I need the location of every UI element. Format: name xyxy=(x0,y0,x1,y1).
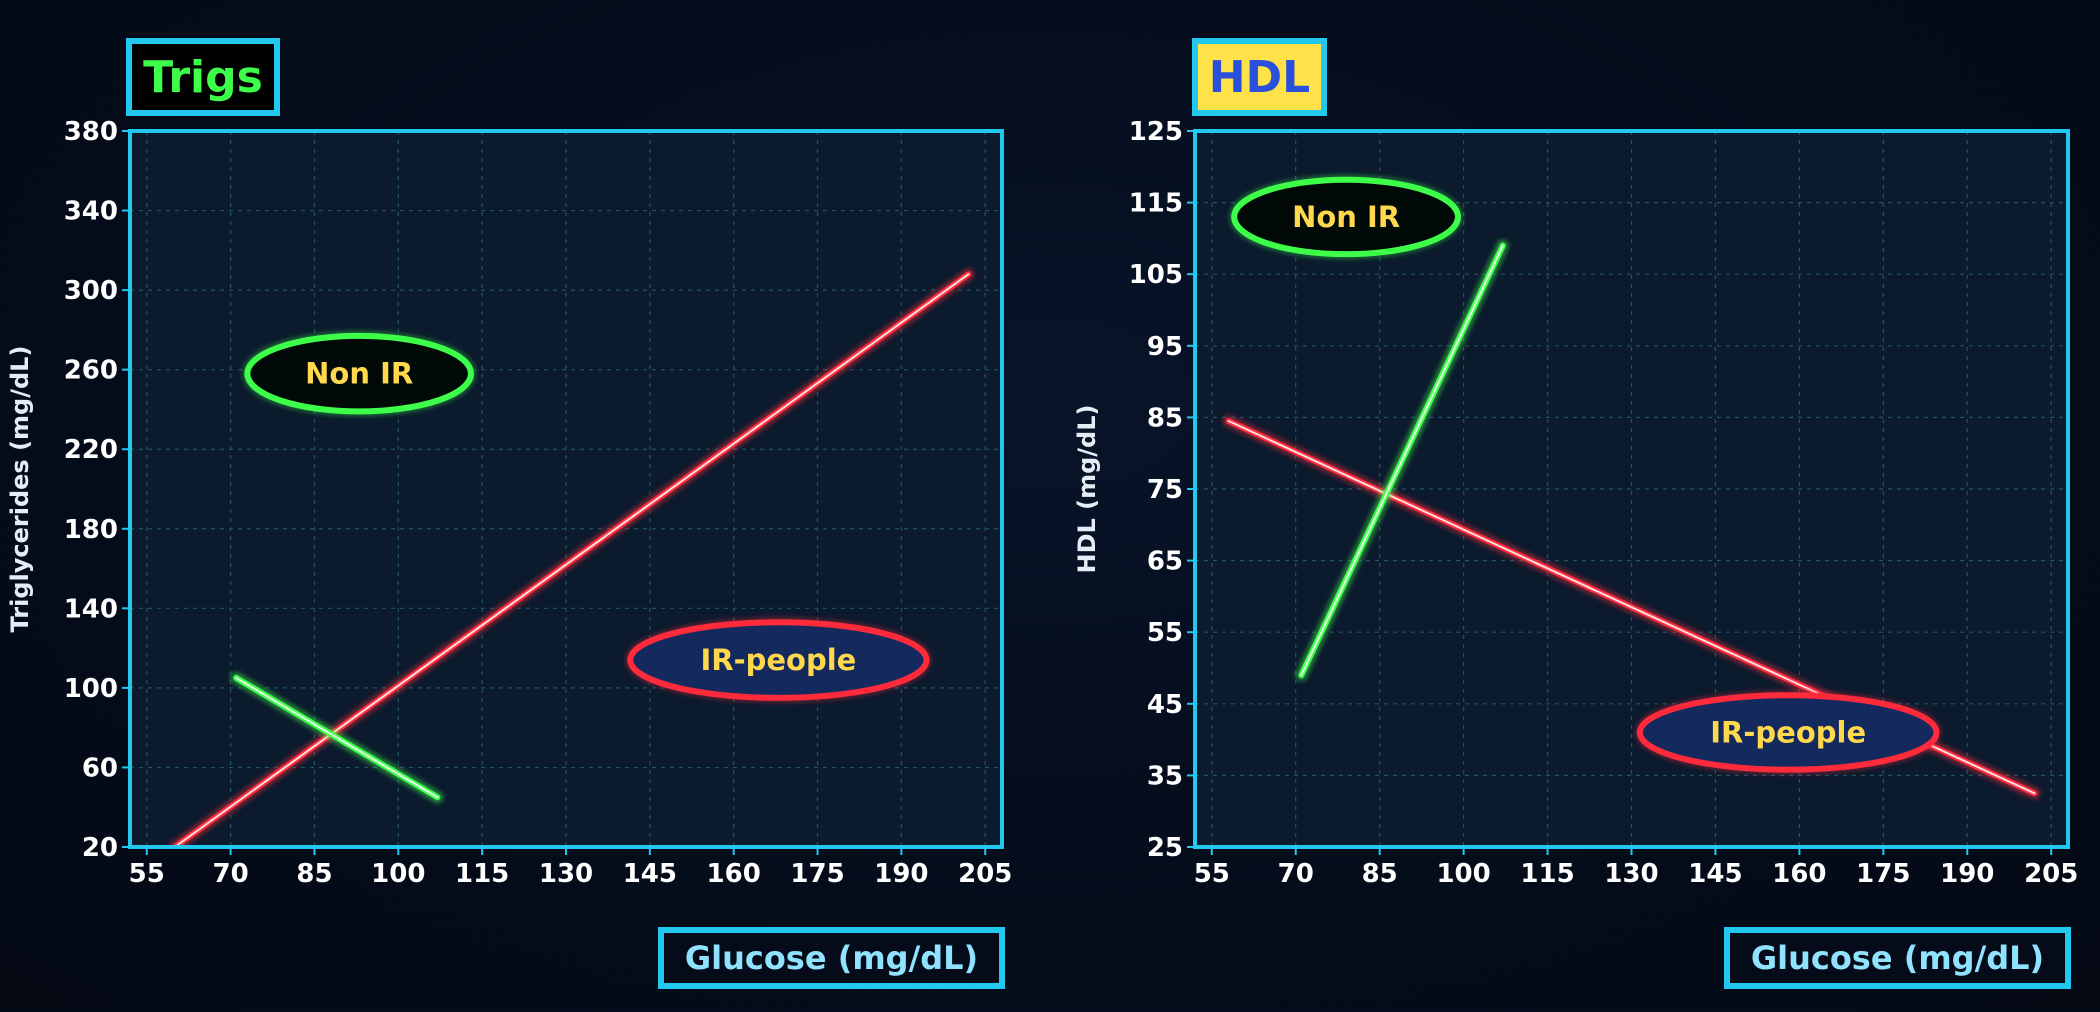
y-axis-label: Triglycerides (mg/dL) xyxy=(6,346,34,633)
x-tick-label: 175 xyxy=(790,859,844,889)
x-tick-label: 55 xyxy=(1194,859,1230,889)
plot-area xyxy=(130,131,1002,847)
label-ellipse xyxy=(244,332,474,415)
series-group xyxy=(168,268,975,847)
x-axis-label: Glucose (mg/dL) xyxy=(1751,939,2044,977)
x-tick-label: 190 xyxy=(1940,859,1994,889)
chart-title: Trigs xyxy=(143,52,263,103)
label-text: Non IR xyxy=(305,357,413,391)
series-core-ir xyxy=(173,273,970,847)
x-tick-label: 160 xyxy=(707,859,761,889)
y-tick-label: 340 xyxy=(64,197,118,227)
y-tick-label: 100 xyxy=(64,674,118,704)
x-axis-label-box xyxy=(658,927,1005,989)
chart-title-box xyxy=(1192,38,1327,116)
x-axis-label-box xyxy=(1724,927,2071,989)
x-tick-label: 205 xyxy=(958,859,1012,889)
label-ellipse xyxy=(1231,176,1462,258)
y-tick-label: 105 xyxy=(1129,260,1183,290)
chart-panel-1: Non IR IR-people 55 70 85 100 115 130 145 160 175 1… xyxy=(6,38,1012,989)
x-tick-label: 70 xyxy=(213,859,249,889)
ir-people-label: IR-people xyxy=(625,617,932,703)
chart-panel-2: Non IR IR-people 55 70 85 100 115 130 145 160 175 1… xyxy=(1073,38,2078,989)
series-core-nonir xyxy=(235,676,439,799)
x-tick-label: 100 xyxy=(371,859,425,889)
y-tick-label: 75 xyxy=(1147,475,1183,505)
y-tick-label: 140 xyxy=(64,594,118,624)
x-tick-label: 85 xyxy=(296,859,332,889)
x-tick-label: 160 xyxy=(1772,859,1826,889)
y-tick-label: 300 xyxy=(64,276,118,306)
chart-title-box xyxy=(126,38,280,116)
x-tick-label: 205 xyxy=(2024,859,2078,889)
y-tick-label: 180 xyxy=(64,515,118,545)
y-tick-label: 65 xyxy=(1147,547,1183,577)
x-tick-label: 145 xyxy=(623,859,677,889)
x-tick-label: 145 xyxy=(1688,859,1742,889)
x-tick-label: 130 xyxy=(539,859,593,889)
y-tick-label: 35 xyxy=(1147,761,1183,791)
x-tick-label: 115 xyxy=(1520,859,1574,889)
y-tick-label: 125 xyxy=(1129,117,1183,147)
y-tick-label: 55 xyxy=(1147,618,1183,648)
x-tick-label: 115 xyxy=(455,859,509,889)
y-tick-label: 260 xyxy=(64,356,118,386)
x-axis-label: Glucose (mg/dL) xyxy=(685,939,978,977)
label-text: Non IR xyxy=(1292,200,1400,234)
x-tick-label: 55 xyxy=(129,859,165,889)
x-tick-label: 190 xyxy=(874,859,928,889)
label-ellipse xyxy=(627,619,930,701)
non-ir-label: Non IR xyxy=(242,330,476,417)
y-tick-label: 20 xyxy=(82,833,118,863)
non-ir-label: Non IR xyxy=(1229,174,1464,260)
y-tick-label: 60 xyxy=(82,753,118,783)
label-text: IR-people xyxy=(1710,715,1866,749)
x-tick-label: 100 xyxy=(1436,859,1490,889)
x-tick-label: 175 xyxy=(1856,859,1910,889)
y-tick-label: 95 xyxy=(1147,332,1183,362)
x-tick-label: 130 xyxy=(1604,859,1658,889)
y-tick-label: 380 xyxy=(64,117,118,147)
y-tick-label: 45 xyxy=(1147,690,1183,720)
x-tick-label: 85 xyxy=(1362,859,1398,889)
y-tick-label: 85 xyxy=(1147,403,1183,433)
y-axis-label: HDL (mg/dL) xyxy=(1073,404,1101,573)
label-text: IR-people xyxy=(700,643,856,677)
label-ellipse xyxy=(1636,692,1940,773)
x-tick-label: 70 xyxy=(1278,859,1314,889)
ir-people-label: IR-people xyxy=(1634,690,1942,775)
series-core-nonir xyxy=(1300,244,1504,677)
y-tick-label: 25 xyxy=(1147,833,1183,863)
y-tick-label: 220 xyxy=(64,435,118,465)
chart-title: HDL xyxy=(1209,52,1310,103)
y-tick-label: 115 xyxy=(1129,189,1183,219)
